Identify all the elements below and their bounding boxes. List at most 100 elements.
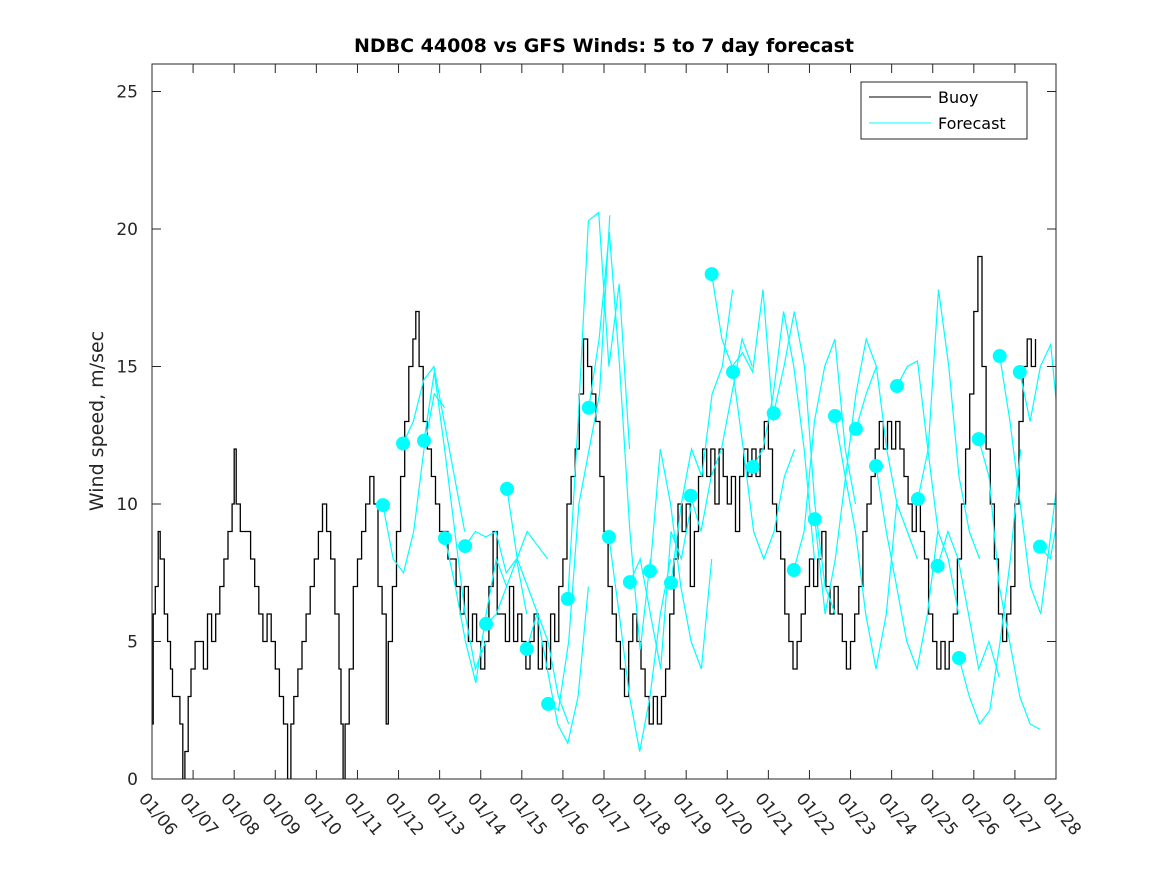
x-tick-label: 01/27 <box>997 789 1044 839</box>
x-tick-label: 01/24 <box>874 789 921 839</box>
forecast-line-20 <box>793 338 857 571</box>
y-tick-label: 15 <box>116 358 138 378</box>
forecast-marker-5 <box>479 616 494 631</box>
x-tick-label: 01/12 <box>381 789 428 839</box>
y-tick-label: 5 <box>127 633 138 653</box>
forecast-marker-25 <box>889 379 904 394</box>
forecast-line-10 <box>588 231 651 650</box>
forecast-marker-27 <box>930 558 945 573</box>
plot-data <box>152 211 1056 779</box>
forecast-marker-1 <box>396 436 411 451</box>
x-tick-label: 01/26 <box>956 789 1003 839</box>
y-tick-label: 0 <box>127 770 138 790</box>
forecast-line-26 <box>917 289 981 560</box>
forecast-marker-11 <box>601 530 616 544</box>
chart-title: NDBC 44008 vs GFS Winds: 5 to 7 day fore… <box>354 35 854 57</box>
forecast-line-24 <box>875 466 939 672</box>
forecast-line-9 <box>567 211 631 599</box>
forecast-line-27 <box>937 529 1000 678</box>
legend-box <box>860 81 1028 140</box>
x-tick-label: 01/06 <box>134 789 181 839</box>
forecast-line-19 <box>773 311 836 615</box>
forecast-marker-17 <box>726 365 741 379</box>
forecast-marker-12 <box>622 575 637 590</box>
x-tick-label: 01/18 <box>627 789 674 839</box>
x-tick-label: 01/14 <box>463 789 510 839</box>
forecast-line-29 <box>978 438 1041 731</box>
forecast-line-5 <box>485 530 549 625</box>
forecast-marker-29 <box>971 432 986 447</box>
forecast-line-0 <box>382 392 446 575</box>
x-tick-label: 01/23 <box>833 789 880 839</box>
forecast-line-1 <box>402 365 466 532</box>
x-tick-label: 01/20 <box>709 789 756 839</box>
forecast-line-6 <box>506 488 570 725</box>
forecast-marker-6 <box>500 481 515 496</box>
y-tick-label: 20 <box>116 220 138 240</box>
forecast-marker-22 <box>827 409 842 423</box>
x-tick-label: 01/11 <box>340 789 387 839</box>
forecast-line-28 <box>958 448 1022 726</box>
x-tick-label: 01/22 <box>792 789 839 839</box>
y-tick-label: 25 <box>116 83 138 103</box>
x-tick-label: 01/19 <box>668 789 715 839</box>
x-tick-label: 01/13 <box>422 789 469 839</box>
x-tick-label: 01/08 <box>216 789 263 839</box>
x-tick-label: 01/17 <box>586 789 633 839</box>
forecast-marker-15 <box>683 488 698 503</box>
forecast-line-30 <box>999 355 1056 615</box>
forecast-line-23 <box>855 366 919 560</box>
forecast-marker-32 <box>1032 539 1047 554</box>
forecast-marker-7 <box>519 641 534 656</box>
forecast-marker-31 <box>1012 365 1027 379</box>
forecast-marker-24 <box>869 459 884 474</box>
forecast-line-7 <box>526 586 589 746</box>
forecast-line-32 <box>1039 524 1056 561</box>
forecast-marker-2 <box>417 433 432 448</box>
forecast-line-12 <box>629 503 693 670</box>
forecast-line-31 <box>1019 342 1056 422</box>
x-tick-label: 01/09 <box>257 789 304 839</box>
forecast-line-11 <box>608 536 672 752</box>
x-tick-label: 01/28 <box>1038 789 1085 839</box>
forecast-line-18 <box>752 311 815 560</box>
buoy-line <box>152 255 1037 779</box>
forecast-marker-9 <box>560 591 575 606</box>
forecast-marker-23 <box>848 421 863 436</box>
x-tick-label: 01/15 <box>504 789 551 839</box>
x-tick-label: 01/21 <box>751 789 798 839</box>
forecast-marker-18 <box>745 459 760 474</box>
forecast-marker-14 <box>663 575 678 590</box>
forecast-marker-4 <box>458 539 473 554</box>
forecast-marker-0 <box>375 498 390 513</box>
forecast-line-3 <box>444 537 508 683</box>
forecast-line-22 <box>834 415 898 670</box>
forecast-marker-28 <box>952 651 967 665</box>
legend: Buoy Forecast <box>860 81 1028 140</box>
forecast-line-2 <box>423 371 487 672</box>
forecast-marker-13 <box>643 564 658 579</box>
forecast-line-13 <box>649 448 713 670</box>
axes: 0 5 10 15 20 25 01/0601/0701/0801/0901/1001/11… <box>116 64 1085 840</box>
forecast-marker-26 <box>910 492 925 507</box>
x-tick-label: 01/25 <box>915 789 962 839</box>
forecast-line-14 <box>670 289 734 583</box>
forecast-marker-21 <box>807 512 822 527</box>
x-tick-label: 01/16 <box>545 789 592 839</box>
forecast-marker-20 <box>786 563 801 577</box>
x-tick-label: 01/07 <box>175 789 222 839</box>
legend-buoy-label: Buoy <box>938 88 978 107</box>
forecast-marker-16 <box>704 267 719 282</box>
forecast-marker-8 <box>541 696 556 711</box>
forecast-marker-3 <box>437 531 452 546</box>
forecast-marker-30 <box>992 349 1007 364</box>
legend-forecast-label: Forecast <box>938 114 1006 133</box>
forecast-marker-19 <box>766 406 781 421</box>
forecast-line-8 <box>547 215 611 712</box>
forecast-line-4 <box>464 530 528 615</box>
y-axis-label: Wind speed, m/sec <box>86 331 108 511</box>
forecast-line-16 <box>711 274 774 422</box>
x-tick-label: 01/10 <box>299 789 346 839</box>
forecast-line-17 <box>732 371 796 561</box>
